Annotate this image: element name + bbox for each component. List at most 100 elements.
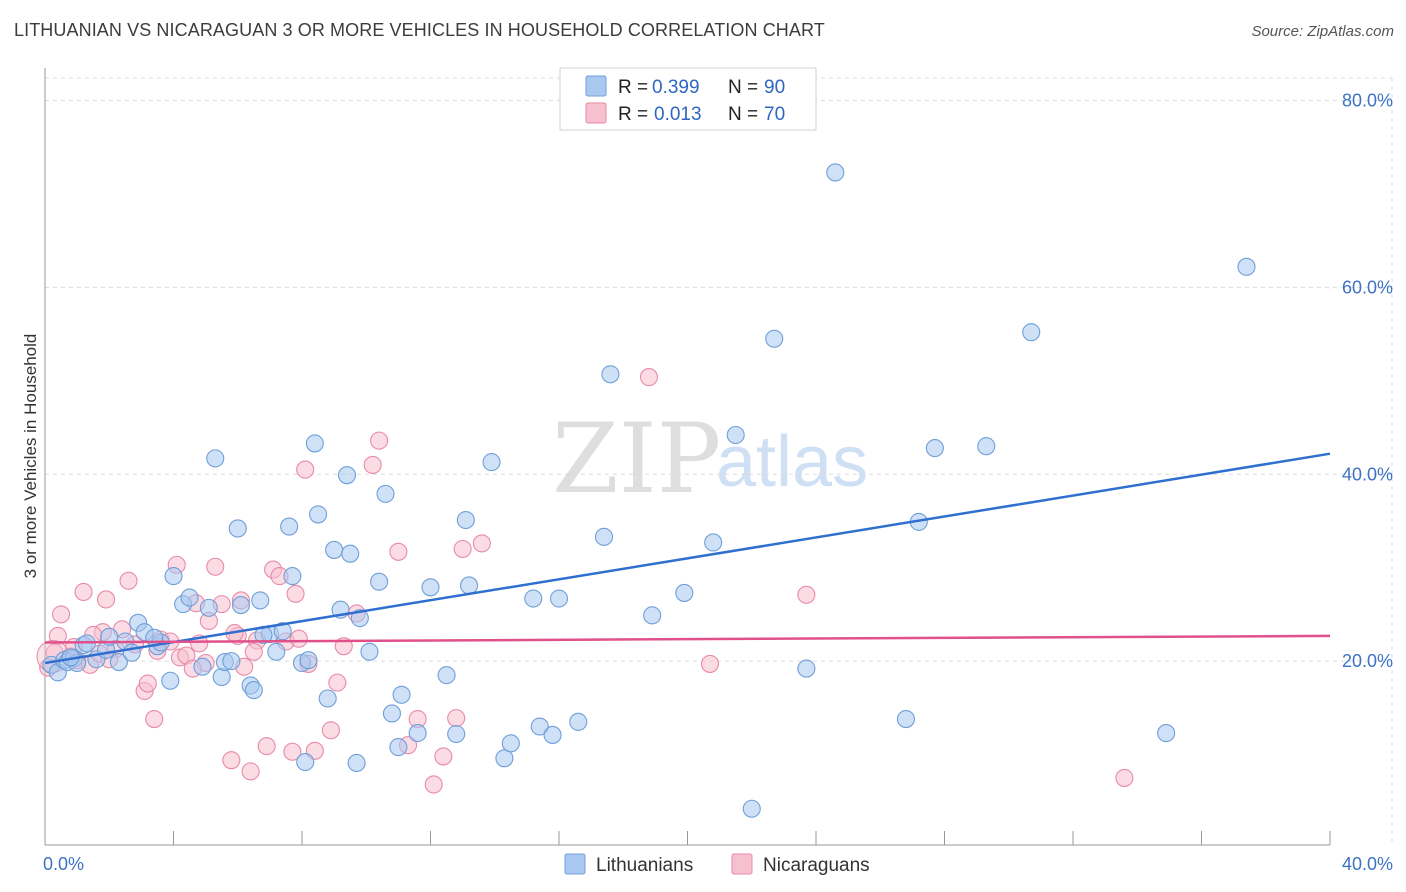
nicaraguan-point (283, 742, 302, 761)
y-tick-label-0: 20.0% (1342, 651, 1393, 671)
nicaraguan-point (434, 747, 453, 766)
lithuanian-point (543, 725, 562, 744)
lithuanian-point (376, 484, 395, 503)
lithuanian-point (437, 666, 456, 685)
lithuanian-point (797, 659, 816, 678)
lithuanian-point (482, 453, 501, 472)
nicaraguan-point (453, 539, 472, 559)
lithuanian-point (501, 734, 520, 753)
lithuanian-point (318, 689, 337, 708)
y-tick-label-2: 60.0% (1342, 277, 1393, 297)
stats-box: R = 0.399 N = 90 R = 0.013 N = 70 (559, 67, 817, 131)
lithuanian-point (389, 738, 408, 757)
lithuanian-point (347, 753, 366, 773)
nicaraguan-point (289, 629, 308, 648)
nicaraguan-point (472, 534, 491, 553)
lithuanian-point (360, 642, 379, 661)
lithuanian-point (1022, 323, 1041, 342)
nicaraguan-point (119, 571, 138, 590)
nicaraguan-point (321, 721, 340, 740)
nicaraguan-point (286, 584, 305, 603)
y-tick-labels: 20.0% 40.0% 60.0% 80.0% (1342, 91, 1393, 672)
lithuanian-point (447, 724, 466, 744)
lithuanian-point (643, 606, 662, 625)
legend-swatch-lithuanians (564, 853, 586, 875)
nicaraguans-trend-line (44, 634, 1331, 644)
nicaraguan-point (145, 710, 164, 729)
stats-n-value-2: 70 (764, 104, 785, 125)
nicaraguan-point (96, 590, 116, 609)
lithuanian-point (305, 434, 324, 453)
nicaraguan-point (244, 642, 263, 661)
stats-swatch-nicaraguans (585, 102, 607, 124)
y-axis-label: 3 or more Vehicles in Household (21, 334, 40, 579)
legend-label-lithuanians: Lithuanians (596, 855, 693, 876)
trend-lines (44, 452, 1331, 665)
lithuanian-point (251, 591, 270, 610)
lithuanian-point (456, 510, 475, 530)
stats-r-label-1: R = (618, 77, 648, 98)
lithuanian-point (382, 704, 402, 723)
source-label: Source: ZipAtlas.com (1251, 23, 1394, 40)
nicaraguan-point (206, 557, 225, 576)
lithuanian-point (594, 527, 614, 546)
lithuanian-point (569, 712, 588, 731)
lithuanian-point (1157, 724, 1176, 743)
lithuanian-point (231, 596, 251, 615)
lithuanian-point (193, 657, 212, 676)
nicaraguan-point (74, 582, 93, 602)
lithuanian-point (337, 466, 357, 485)
nicaraguan-point (700, 654, 720, 673)
lithuanian-point (325, 540, 344, 559)
nicaraguan-point (797, 585, 816, 604)
lithuanian-point (299, 651, 318, 670)
lithuanian-point (601, 365, 620, 384)
y-tick-label-3: 80.0% (1342, 91, 1393, 111)
lithuanian-point (309, 505, 328, 524)
lithuanian-point (273, 622, 292, 641)
lithuanian-point (726, 425, 745, 445)
lithuanian-point (283, 567, 302, 586)
nicaraguan-point (257, 737, 276, 756)
legend-label-nicaraguans: Nicaraguans (763, 855, 870, 876)
lithuanian-point (222, 652, 241, 671)
lithuanian-point (530, 717, 549, 736)
lithuanian-point (421, 578, 440, 597)
x-tick-labels: 0.0% 40.0% (43, 854, 1393, 874)
watermark-zip: ZIP (552, 403, 721, 515)
lithuanian-point (977, 437, 996, 456)
axes (44, 68, 1331, 846)
stats-r-value-2: 0.013 (654, 104, 702, 125)
nicaraguan-point (370, 431, 389, 450)
lithuanian-point (267, 642, 286, 661)
lithuanian-point (109, 653, 128, 672)
lithuanian-point (212, 667, 231, 687)
nicaraguan-point (222, 751, 241, 770)
lithuanian-point (704, 533, 723, 552)
lithuanian-point (459, 576, 479, 595)
lithuanian-point (206, 449, 225, 468)
lithuanian-point (549, 589, 569, 608)
lithuanian-point (244, 681, 263, 700)
y-tick-label-1: 40.0% (1342, 464, 1393, 484)
lithuanian-point (370, 572, 389, 591)
lithuanian-point (392, 685, 411, 704)
stats-r-label-2: R = (618, 104, 648, 125)
lithuanian-point (161, 671, 180, 690)
nicaraguan-point (1115, 768, 1134, 787)
lithuanian-point (495, 749, 514, 768)
nicaraguan-point (138, 674, 157, 693)
nicaraguan-point (363, 455, 382, 474)
legend: Lithuanians Nicaraguans (564, 853, 870, 876)
nicaraguan-point (424, 775, 443, 794)
lithuanian-point (1237, 257, 1256, 276)
nicaraguan-point (52, 605, 71, 624)
lithuanian-point (164, 567, 183, 586)
nicaraguan-point (241, 762, 260, 781)
lithuanian-point (180, 588, 199, 607)
lithuanian-point (296, 752, 315, 772)
nicaraguan-point (447, 709, 466, 728)
stats-n-label-1: N = (728, 77, 758, 98)
lithuanian-point (765, 329, 784, 348)
